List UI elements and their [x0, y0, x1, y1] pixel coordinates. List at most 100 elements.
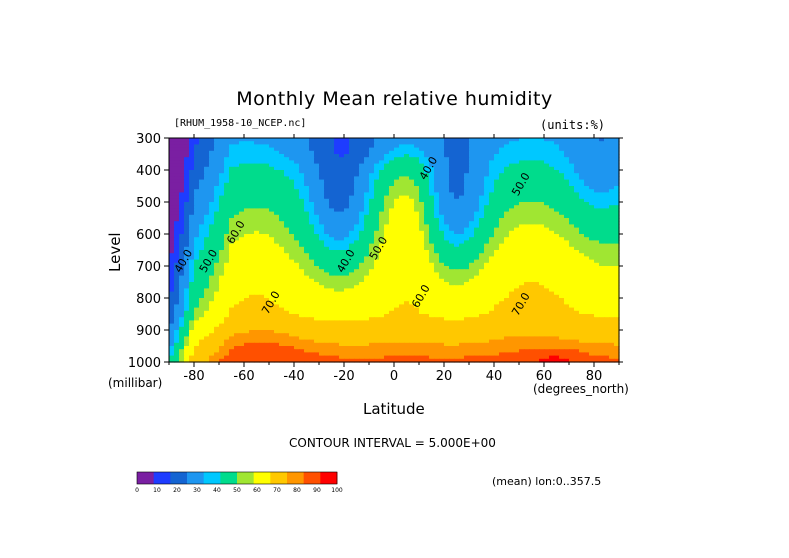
- field-cell: [174, 253, 180, 257]
- field-cell: [199, 211, 205, 216]
- field-cell: [229, 205, 235, 209]
- field-cell: [519, 221, 525, 225]
- field-cell: [259, 182, 265, 187]
- field-cell: [539, 186, 545, 190]
- field-cell: [339, 141, 345, 145]
- field-cell: [594, 163, 600, 168]
- field-cell: [454, 138, 460, 142]
- field-cell: [324, 182, 330, 187]
- field-cell: [309, 243, 315, 248]
- field-cell: [244, 256, 250, 261]
- field-cell: [214, 205, 220, 209]
- field-cell: [464, 282, 470, 286]
- field-cell: [489, 170, 495, 174]
- field-cell: [549, 294, 555, 299]
- field-cell: [454, 227, 460, 232]
- field-cell: [429, 227, 435, 232]
- field-cell: [509, 253, 515, 257]
- field-cell: [269, 202, 275, 206]
- field-cell: [609, 208, 615, 213]
- field-cell: [409, 195, 415, 200]
- field-cell: [404, 186, 410, 190]
- field-cell: [229, 304, 235, 309]
- field-cell: [204, 253, 210, 257]
- field-cell: [359, 275, 365, 280]
- field-cell: [269, 250, 275, 254]
- field-cell: [449, 298, 455, 302]
- field-cell: [209, 294, 215, 299]
- field-cell: [224, 250, 230, 254]
- field-cell: [614, 163, 620, 168]
- field-cell: [419, 214, 425, 219]
- field-cell: [289, 163, 295, 168]
- field-cell: [574, 141, 580, 145]
- field-cell: [539, 288, 545, 293]
- field-cell: [179, 256, 185, 261]
- field-cell: [344, 157, 350, 161]
- field-cell: [254, 173, 260, 177]
- field-cell: [514, 202, 520, 206]
- field-cell: [404, 246, 410, 251]
- field-cell: [194, 240, 200, 245]
- field-cell: [239, 298, 245, 302]
- field-cell: [459, 291, 465, 296]
- field-cell: [379, 275, 385, 280]
- field-cell: [554, 266, 560, 270]
- field-cell: [589, 253, 595, 257]
- field-cell: [174, 256, 180, 261]
- field-cell: [334, 253, 340, 257]
- field-cell: [554, 246, 560, 251]
- field-cell: [434, 150, 440, 155]
- field-cell: [374, 211, 380, 216]
- field-cell: [194, 314, 200, 318]
- field-cell: [529, 182, 535, 187]
- field-cell: [484, 138, 490, 142]
- field-cell: [504, 243, 510, 248]
- field-cell: [509, 256, 515, 261]
- field-cell: [379, 256, 385, 261]
- field-cell: [604, 182, 610, 187]
- field-cell: [249, 272, 255, 277]
- field-cell: [529, 294, 535, 299]
- field-cell: [289, 186, 295, 190]
- field-cell: [209, 160, 215, 165]
- field-cell: [354, 214, 360, 219]
- field-cell: [499, 202, 505, 206]
- field-cell: [434, 163, 440, 168]
- field-cell: [489, 214, 495, 219]
- field-cell: [549, 198, 555, 203]
- field-cell: [194, 227, 200, 232]
- field-cell: [544, 144, 550, 149]
- field-cell: [259, 266, 265, 270]
- field-cell: [569, 294, 575, 299]
- field-cell: [489, 211, 495, 216]
- field-cell: [214, 275, 220, 280]
- field-cell: [299, 278, 305, 283]
- field-cell: [539, 294, 545, 299]
- field-cell: [479, 230, 485, 235]
- field-cell: [174, 224, 180, 229]
- field-cell: [304, 192, 310, 197]
- field-cell: [484, 160, 490, 165]
- field-cell: [354, 278, 360, 283]
- field-cell: [469, 138, 475, 142]
- field-cell: [429, 294, 435, 299]
- field-cell: [224, 298, 230, 302]
- field-cell: [424, 166, 430, 171]
- field-cell: [379, 237, 385, 241]
- field-cell: [314, 160, 320, 165]
- field-cell: [334, 291, 340, 296]
- field-cell: [469, 186, 475, 190]
- field-cell: [524, 170, 530, 174]
- field-cell: [254, 163, 260, 168]
- field-cell: [519, 285, 525, 289]
- field-cell: [224, 307, 230, 312]
- field-cell: [569, 275, 575, 280]
- field-cell: [389, 218, 395, 222]
- field-cell: [219, 314, 225, 318]
- field-cell: [569, 189, 575, 193]
- field-cell: [484, 272, 490, 277]
- field-cell: [489, 256, 495, 261]
- field-cell: [414, 208, 420, 213]
- field-cell: [179, 189, 185, 193]
